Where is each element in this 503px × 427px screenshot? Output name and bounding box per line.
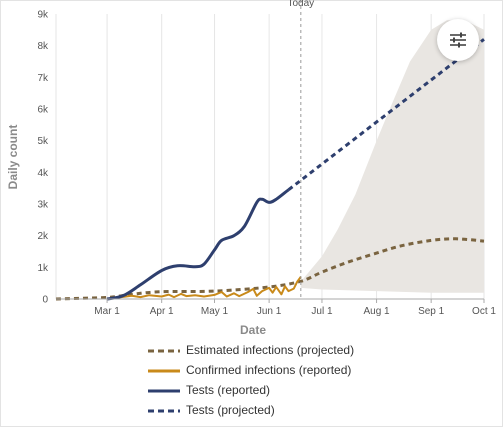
uncertainty-band-layer [300,20,484,293]
legend-label: Confirmed infections (reported) [186,363,352,377]
y-tick-label: 8k [37,41,49,52]
axes: Mar 1 Apr 1 May 1 Jun 1 Jul 1 Aug 1 Sep 1 Oct 1… [37,10,496,318]
x-tick-label: Oct 1 [472,306,496,317]
today-label: Today [287,0,314,9]
legend-label: Tests (reported) [186,383,271,397]
y-tick-label: 7k [37,73,49,84]
x-tick-label: May 1 [201,306,229,317]
legend-swatch [148,409,180,413]
y-tick-label: 5k [37,136,49,147]
series-estimated-infections-projected [55,237,485,301]
x-axis-title: Date [240,323,266,337]
sliders-icon [450,32,466,48]
legend-swatch [148,349,180,353]
y-tick-label: 9k [37,10,49,21]
legend-label: Tests (projected) [186,403,275,417]
y-tick-label: 6k [37,105,49,116]
legend-label: Estimated infections (projected) [186,343,355,357]
y-axis-title: Daily count [6,125,20,190]
legend-swatch [148,389,180,393]
y-tick-label: 1k [37,263,49,274]
series-layer [55,38,485,301]
x-tick-label: Sep 1 [418,306,445,317]
x-tick-label: Apr 1 [150,306,174,317]
today-marker: Today [287,0,314,299]
series-confirmed-infections-reported [106,276,302,300]
x-tick-label: Jul 1 [311,306,333,317]
y-tick-label: 3k [37,200,49,211]
chart-settings-button[interactable] [437,19,479,61]
x-tick-label: Mar 1 [94,306,120,317]
chart: Today Mar 1 Apr 1 May 1 Jun 1 Jul 1 Aug 1 Sep … [6,0,496,337]
y-tick-label: 2k [37,231,49,242]
x-tick-label: Aug 1 [363,306,390,317]
x-tick-label: Jun 1 [257,306,282,317]
y-tick-label: 0 [42,295,48,306]
y-tick-label: 4k [37,168,49,179]
series-tests-reported [106,188,290,301]
legend-swatch [148,369,180,373]
uncertainty-band [300,20,484,293]
